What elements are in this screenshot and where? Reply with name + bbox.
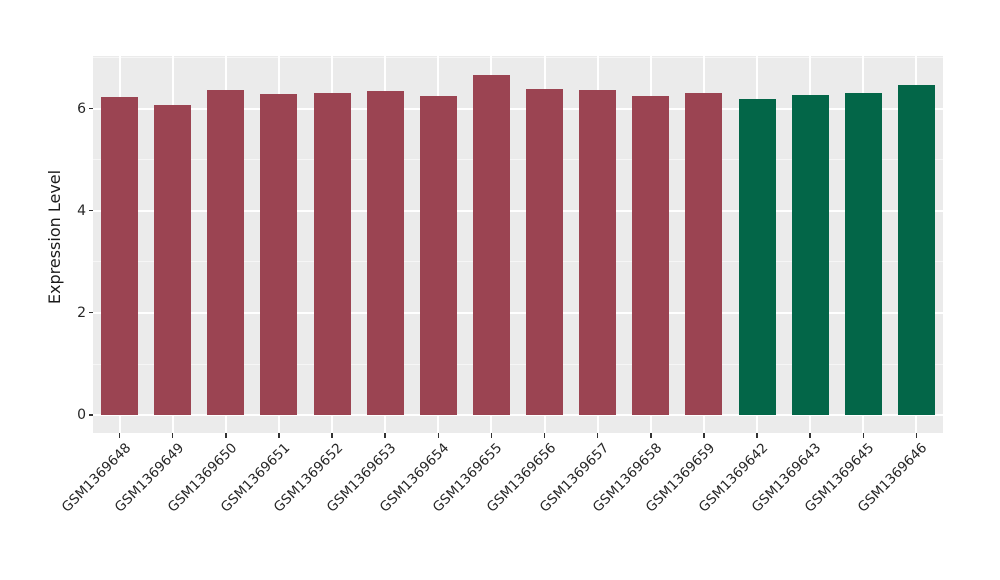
y-tick-label: 0 — [77, 407, 86, 424]
bar-GSM1369657 — [579, 90, 617, 416]
x-tick-mark — [118, 433, 121, 438]
x-tick-mark — [384, 433, 386, 438]
x-tick-mark — [278, 433, 280, 438]
bar-GSM1369645 — [844, 93, 882, 416]
x-tick-mark — [650, 433, 652, 438]
plot-panel — [93, 56, 943, 433]
x-tick-mark — [596, 433, 599, 438]
bar-GSM1369654 — [419, 95, 457, 416]
minor-gridline — [93, 57, 943, 59]
major-gridline — [93, 311, 943, 314]
bar-GSM1369652 — [313, 92, 351, 416]
bar-GSM1369659 — [685, 93, 723, 416]
minor-gridline — [93, 261, 943, 263]
x-tick-mark — [171, 433, 174, 438]
x-tick-mark — [809, 433, 811, 438]
x-tick-mark — [490, 433, 493, 438]
bar-GSM1369646 — [897, 85, 935, 416]
major-gridline — [93, 414, 943, 417]
y-tick-label: 4 — [77, 202, 86, 219]
x-tick-mark — [862, 433, 865, 438]
y-tick-mark — [88, 107, 93, 110]
bar-GSM1369643 — [791, 94, 829, 416]
minor-gridline — [93, 363, 943, 365]
bar-GSM1369656 — [526, 89, 564, 416]
y-axis-title: Expression Level — [45, 169, 64, 305]
x-tick-mark — [703, 433, 705, 438]
bar-GSM1369655 — [472, 75, 510, 416]
x-tick-label: GSM1369646 — [855, 440, 931, 516]
minor-gridline — [93, 159, 943, 161]
bar-GSM1369649 — [154, 104, 192, 416]
bar-GSM1369651 — [260, 94, 298, 416]
x-tick-mark — [225, 433, 227, 438]
x-tick-mark — [915, 433, 918, 438]
y-tick-label: 6 — [77, 100, 86, 117]
bar-GSM1369642 — [738, 99, 776, 416]
bar-GSM1369650 — [207, 90, 245, 416]
y-tick-mark — [88, 414, 93, 416]
x-tick-mark — [543, 433, 546, 438]
y-tick-mark — [88, 209, 93, 212]
bar-GSM1369658 — [632, 95, 670, 416]
y-tick-label: 2 — [77, 304, 86, 321]
bar-GSM1369648 — [101, 97, 139, 416]
x-tick-mark — [756, 433, 758, 438]
bar-GSM1369653 — [366, 90, 404, 416]
x-tick-mark — [331, 433, 333, 438]
y-tick-mark — [88, 311, 93, 314]
major-gridline — [93, 209, 943, 212]
major-gridline — [93, 107, 943, 110]
x-tick-mark — [437, 433, 440, 438]
